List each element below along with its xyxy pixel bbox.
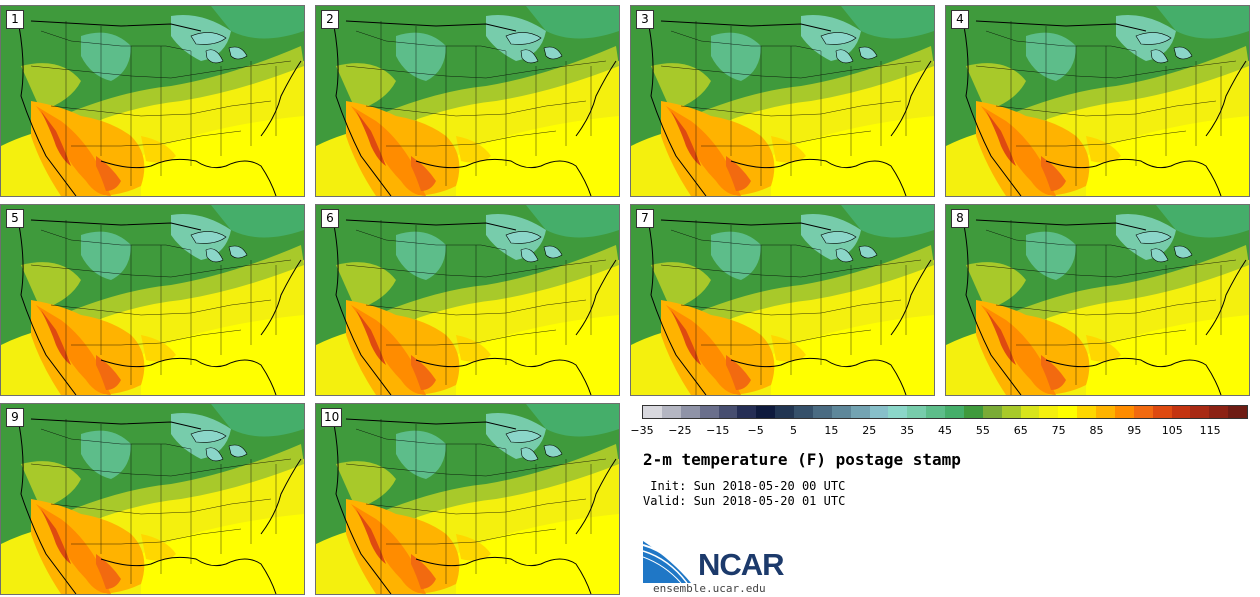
valid-time: Valid: Sun 2018-05-20 01 UTC: [643, 494, 846, 508]
colorbar-swatch: [1114, 406, 1134, 418]
colorbar-tick-label: 85: [1089, 424, 1104, 437]
colorbar-tick-label: −35: [630, 424, 654, 437]
colorbar-tick-label: −5: [747, 424, 764, 437]
colorbar-swatch: [1096, 406, 1115, 418]
colorbar-swatch: [1039, 406, 1059, 418]
member-label: 6: [321, 209, 339, 228]
postage-stamp-5[interactable]: 5: [0, 204, 305, 396]
colorbar-swatch: [718, 406, 738, 418]
colorbar-swatch: [1001, 406, 1021, 418]
colorbar-swatch: [1077, 406, 1096, 418]
colorbar-swatch: [1020, 406, 1040, 418]
colorbar-swatch: [945, 406, 964, 418]
temperature-colorbar: [642, 405, 1248, 419]
colorbar-swatch: [699, 406, 719, 418]
colorbar-swatch: [963, 406, 983, 418]
member-label: 2: [321, 10, 339, 29]
member-label: 5: [6, 209, 24, 228]
colorbar-tick-label: 35: [900, 424, 915, 437]
postage-stamp-8[interactable]: 8: [945, 204, 1250, 396]
colorbar-swatch: [775, 406, 794, 418]
ncar-logo-text: NCAR: [698, 547, 785, 582]
postage-stamp-9[interactable]: 9: [0, 403, 305, 595]
member-label: 7: [636, 209, 654, 228]
colorbar-swatch: [680, 406, 700, 418]
colorbar-tick-label: 55: [975, 424, 990, 437]
colorbar-swatch: [1209, 406, 1229, 418]
init-time: Init: Sun 2018-05-20 00 UTC: [643, 479, 846, 493]
postage-stamp-2[interactable]: 2: [315, 5, 620, 197]
colorbar-swatch: [982, 406, 1002, 418]
colorbar-swatch: [907, 406, 927, 418]
member-label: 3: [636, 10, 654, 29]
postage-stamp-10[interactable]: 10: [315, 403, 620, 595]
colorbar-tick-label: 45: [938, 424, 952, 437]
colorbar-swatch: [794, 406, 813, 418]
colorbar-swatch: [926, 406, 945, 418]
colorbar-swatch: [812, 406, 832, 418]
postage-stamp-3[interactable]: 3: [630, 5, 935, 197]
colorbar-tick-label: 65: [1013, 424, 1028, 437]
colorbar-tick-label: 95: [1127, 424, 1142, 437]
colorbar-tick-label: −25: [668, 424, 692, 437]
colorbar-swatch: [1152, 406, 1172, 418]
colorbar-swatch: [643, 406, 662, 418]
postage-stamp-7[interactable]: 7: [630, 204, 935, 396]
member-label: 10: [321, 408, 343, 427]
postage-stamp-6[interactable]: 6: [315, 204, 620, 396]
colorbar-tick-label: 25: [862, 424, 877, 437]
colorbar-swatch: [1190, 406, 1210, 418]
colorbar-swatch: [756, 406, 776, 418]
colorbar-swatch: [1133, 406, 1153, 418]
plot-title: 2-m temperature (F) postage stamp: [643, 450, 961, 469]
colorbar-swatch: [850, 406, 870, 418]
colorbar-swatch: [888, 406, 908, 418]
colorbar-swatch: [737, 406, 757, 418]
colorbar-tick-label: 15: [824, 424, 839, 437]
colorbar-swatch: [1228, 406, 1247, 418]
colorbar-swatch: [869, 406, 889, 418]
colorbar-tick-label: 115: [1199, 424, 1221, 437]
colorbar-swatch: [661, 406, 681, 418]
colorbar-swatch: [831, 406, 851, 418]
colorbar-tick-labels: −35 −25 −15 −5 5 15 25 35 45 55 65 75 85 95 105 115: [630, 424, 1248, 440]
colorbar-tick-label: 105: [1161, 424, 1183, 437]
website-link[interactable]: ensemble.ucar.edu: [653, 582, 766, 595]
colorbar-tick-label: 5: [790, 424, 797, 437]
colorbar-tick-label: 75: [1051, 424, 1066, 437]
member-label: 1: [6, 10, 24, 29]
colorbar-swatch: [1058, 406, 1078, 418]
member-label: 4: [951, 10, 969, 29]
member-label: 9: [6, 408, 24, 427]
member-label: 8: [951, 209, 969, 228]
colorbar-swatch: [1171, 406, 1191, 418]
colorbar-tick-label: −15: [706, 424, 730, 437]
ncar-logo-icon: [643, 541, 694, 583]
postage-stamp-1[interactable]: 1: [0, 5, 305, 197]
postage-stamp-4[interactable]: 4: [945, 5, 1250, 197]
